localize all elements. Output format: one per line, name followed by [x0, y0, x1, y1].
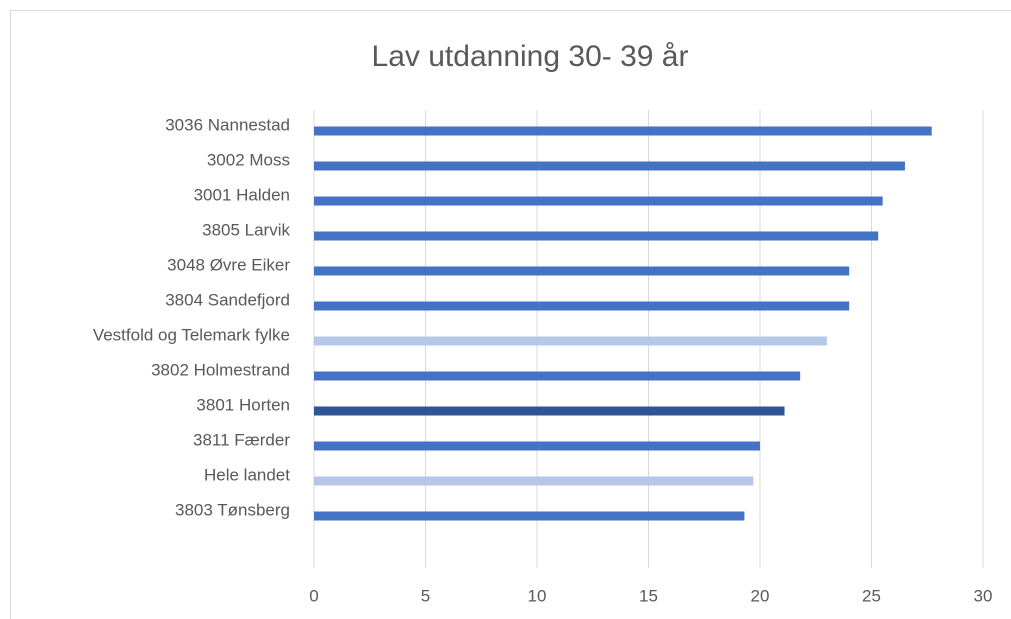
x-tick-label: 15: [639, 586, 658, 605]
y-tick-label: 3805 Larvik: [202, 220, 290, 239]
bar: [314, 476, 754, 486]
y-tick-label: 3002 Moss: [207, 150, 290, 169]
x-tick-label: 10: [528, 586, 547, 605]
y-tick-label: 3803 Tønsberg: [175, 500, 290, 519]
bar: [314, 336, 827, 346]
x-tick-label: 20: [751, 586, 770, 605]
chart-frame: [10, 10, 1011, 619]
y-tick-label: Hele landet: [204, 465, 290, 484]
bar: [314, 511, 745, 521]
y-tick-label: 3804 Sandefjord: [165, 290, 290, 309]
x-tick-label: 0: [309, 586, 318, 605]
chart-title: Lav utdanning 30- 39 år: [372, 40, 689, 73]
bar: [314, 301, 850, 311]
bar: [314, 266, 850, 276]
y-tick-label: 3001 Halden: [194, 185, 290, 204]
bar: [314, 406, 785, 416]
bar: [314, 441, 760, 451]
y-tick-label: 3048 Øvre Eiker: [167, 255, 290, 274]
x-tick-label: 30: [974, 586, 993, 605]
x-tick-label: 5: [421, 586, 430, 605]
y-tick-label: Vestfold og Telemark fylke: [93, 325, 290, 344]
bar: [314, 126, 932, 136]
y-tick-label: 3801 Horten: [196, 395, 290, 414]
bar: [314, 196, 883, 206]
y-tick-label: 3036 Nannestad: [165, 115, 290, 134]
bar: [314, 371, 801, 381]
bar: [314, 231, 879, 241]
y-tick-label: 3811 Færder: [193, 430, 290, 449]
bar: [314, 161, 905, 171]
x-tick-label: 25: [862, 586, 881, 605]
y-tick-label: 3802 Holmestrand: [151, 360, 290, 379]
